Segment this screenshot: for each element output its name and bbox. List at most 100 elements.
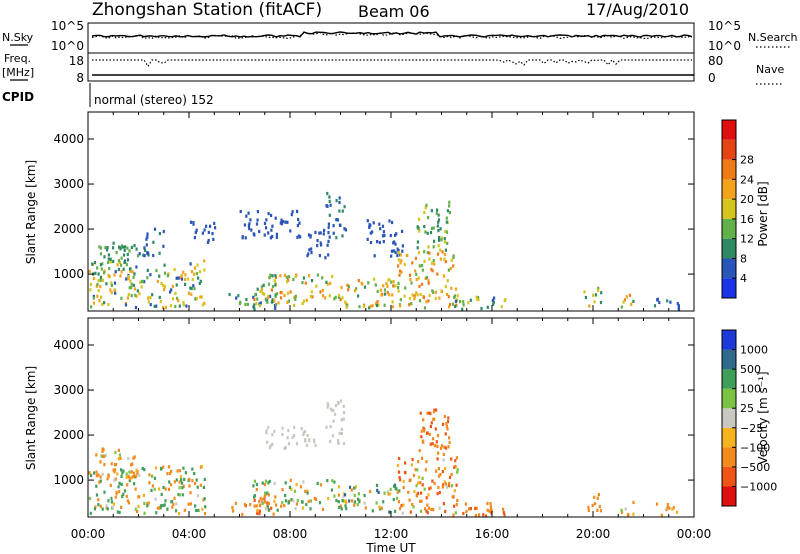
data-cell xyxy=(140,279,143,284)
data-cell xyxy=(274,283,277,287)
data-cell xyxy=(398,269,402,273)
data-cell xyxy=(143,511,146,515)
nsearch-tick-bottom: 10^0 xyxy=(708,39,741,53)
data-cell xyxy=(316,273,319,277)
data-cell xyxy=(121,494,124,499)
data-cell xyxy=(478,513,481,517)
data-cell xyxy=(399,261,402,265)
data-cell xyxy=(445,422,448,426)
data-cell xyxy=(120,505,123,509)
data-cell xyxy=(122,492,125,496)
data-cell xyxy=(126,246,129,250)
data-cell xyxy=(293,489,297,493)
data-cell xyxy=(175,296,179,300)
data-cell xyxy=(450,457,453,461)
colorbar-tick-label: 500 xyxy=(740,363,761,376)
data-cell xyxy=(213,221,216,225)
x-tick-label: 04:00 xyxy=(172,527,207,541)
x-tick-label: 20:00 xyxy=(576,527,611,541)
data-cell xyxy=(127,456,130,461)
data-cell xyxy=(287,500,290,504)
nsearch-trace xyxy=(91,31,693,40)
data-cell xyxy=(156,506,159,510)
data-cell xyxy=(302,432,305,436)
data-cell xyxy=(676,510,679,514)
data-cell xyxy=(419,411,422,415)
data-cell xyxy=(182,484,185,488)
data-cell xyxy=(103,269,106,273)
data-cell xyxy=(424,468,427,472)
colorbar-tick-label: −500 xyxy=(740,461,770,474)
data-cell xyxy=(182,270,185,274)
data-cell xyxy=(587,505,590,510)
data-cell xyxy=(235,296,238,300)
data-cell xyxy=(134,306,138,310)
data-cell xyxy=(342,404,345,408)
data-cell xyxy=(363,501,366,505)
data-cell xyxy=(587,508,590,513)
data-cell xyxy=(296,235,299,239)
data-cell xyxy=(158,487,161,491)
data-cell xyxy=(446,279,449,283)
data-cell xyxy=(279,221,282,225)
data-cell xyxy=(330,488,333,492)
data-cell xyxy=(455,483,458,487)
data-cell xyxy=(298,221,301,225)
data-cell xyxy=(653,304,657,308)
data-cell xyxy=(341,296,344,300)
data-cell xyxy=(189,262,192,266)
colorbar-segment xyxy=(722,330,736,350)
data-cell xyxy=(288,485,291,489)
data-cell xyxy=(308,274,311,278)
x-tick-label: 00:00 xyxy=(677,527,712,541)
data-cell xyxy=(300,427,303,431)
data-cell xyxy=(340,418,343,422)
data-cell xyxy=(328,235,331,239)
data-cell xyxy=(116,263,119,267)
data-cell xyxy=(146,504,149,508)
data-cell xyxy=(344,493,347,497)
data-cell xyxy=(272,512,275,516)
data-cell xyxy=(182,466,185,470)
data-cell xyxy=(431,479,434,483)
data-cell xyxy=(205,224,208,228)
data-cell xyxy=(138,252,141,256)
data-cell xyxy=(209,224,212,228)
data-cell xyxy=(441,470,444,474)
data-cell xyxy=(441,485,444,489)
data-cell xyxy=(337,493,340,497)
data-cell xyxy=(597,288,600,292)
data-cell xyxy=(428,251,431,255)
data-cell xyxy=(275,303,278,307)
data-cell xyxy=(122,267,125,271)
data-cell xyxy=(274,274,277,278)
data-cell xyxy=(347,288,350,292)
data-cell xyxy=(435,408,438,412)
data-cell xyxy=(374,283,377,287)
data-cell xyxy=(271,224,274,228)
data-cell xyxy=(433,239,436,243)
data-cell xyxy=(626,513,630,517)
data-cell xyxy=(195,478,198,482)
data-cell xyxy=(284,481,287,485)
colorbar-tick-label: 1000 xyxy=(740,344,768,357)
data-cell xyxy=(454,304,457,309)
data-cell xyxy=(274,275,277,279)
data-cell xyxy=(338,196,341,200)
data-cell xyxy=(401,229,404,233)
data-cell xyxy=(260,285,263,289)
data-cell xyxy=(110,462,113,466)
data-cell xyxy=(424,206,427,210)
data-cell xyxy=(327,497,330,501)
data-cell xyxy=(444,229,447,233)
data-cell xyxy=(584,295,587,300)
data-cell xyxy=(329,439,332,444)
data-cell xyxy=(423,225,426,229)
data-cell xyxy=(290,498,293,502)
data-cell xyxy=(448,481,451,486)
data-cell xyxy=(394,509,397,513)
data-cell xyxy=(261,291,264,296)
data-cell xyxy=(112,468,115,472)
data-cell xyxy=(123,260,126,264)
data-cell xyxy=(448,211,451,215)
